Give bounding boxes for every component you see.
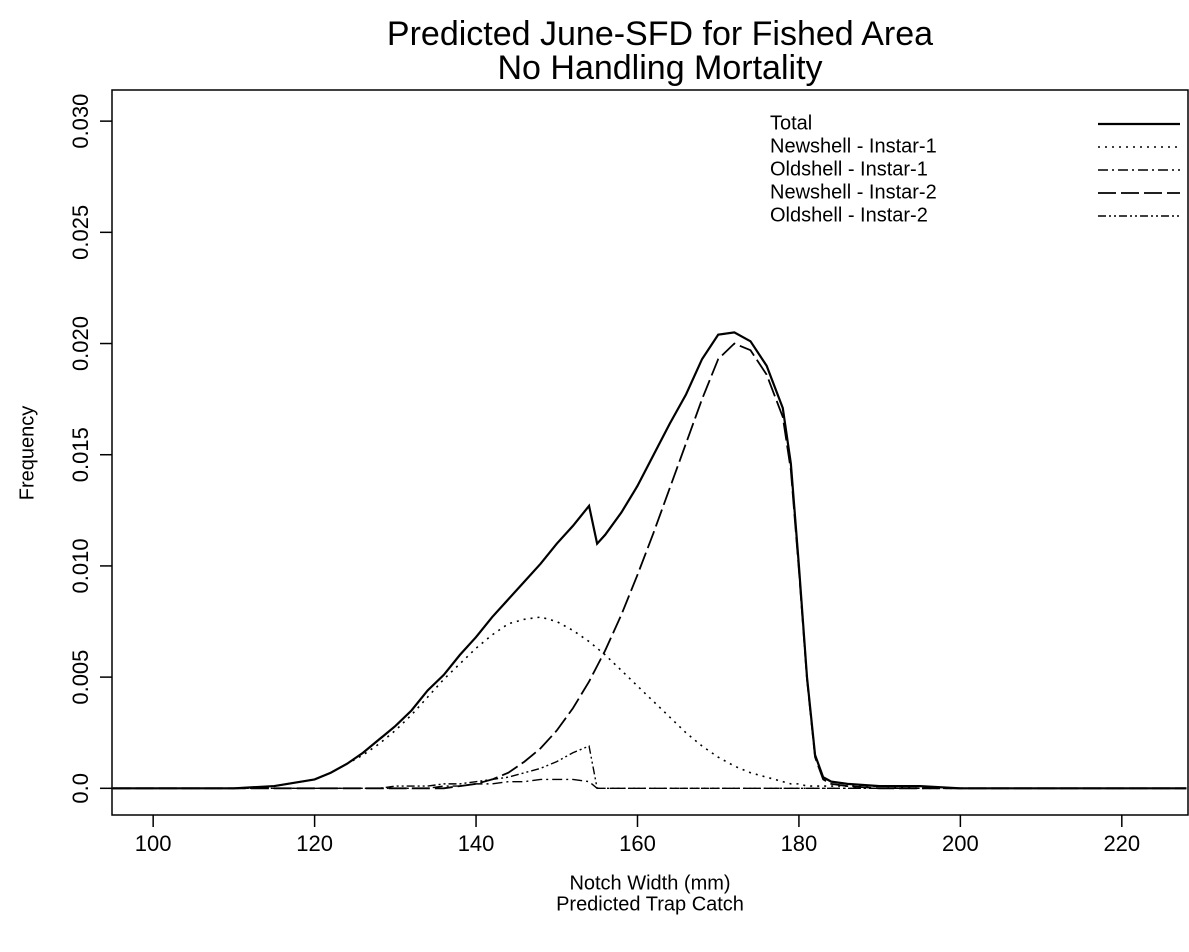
x-tick-label: 160 <box>619 831 656 856</box>
y-tick-label: 0.005 <box>68 650 93 705</box>
plot-frame <box>111 89 1189 816</box>
legend-label: Total <box>770 112 812 134</box>
x-tick-label: 200 <box>942 831 979 856</box>
chart-title: Predicted June-SFD for Fished Area <box>387 15 933 53</box>
series-line <box>112 342 1187 790</box>
legend-label: Newshell - Instar-1 <box>770 135 937 157</box>
series-line <box>112 331 1187 790</box>
x-tick-label: 100 <box>135 831 172 856</box>
legend-label: Oldshell - Instar-1 <box>770 158 928 180</box>
legend-label: Oldshell - Instar-2 <box>770 204 928 226</box>
x-axis-caption: Predicted Trap Catch <box>556 893 744 915</box>
y-tick-label: 0.010 <box>68 538 93 593</box>
y-tick-label: 0.025 <box>68 205 93 260</box>
series-line <box>112 778 1187 790</box>
x-tick-label: 180 <box>781 831 818 856</box>
x-tick-label: 220 <box>1103 831 1140 856</box>
x-tick-label: 140 <box>458 831 495 856</box>
series-line <box>112 616 1187 790</box>
x-axis-label: Notch Width (mm) <box>569 872 730 894</box>
y-tick-label: 0.020 <box>68 316 93 371</box>
chart-subtitle: No Handling Mortality <box>497 49 822 87</box>
y-tick-label: 0.030 <box>68 94 93 149</box>
series-line <box>112 745 1187 790</box>
legend-label: Newshell - Instar-2 <box>770 181 937 203</box>
y-tick-label: 0.0 <box>68 773 93 804</box>
y-axis-label: Frequency <box>16 406 38 501</box>
x-tick-label: 120 <box>296 831 333 856</box>
y-tick-label: 0.015 <box>68 427 93 482</box>
